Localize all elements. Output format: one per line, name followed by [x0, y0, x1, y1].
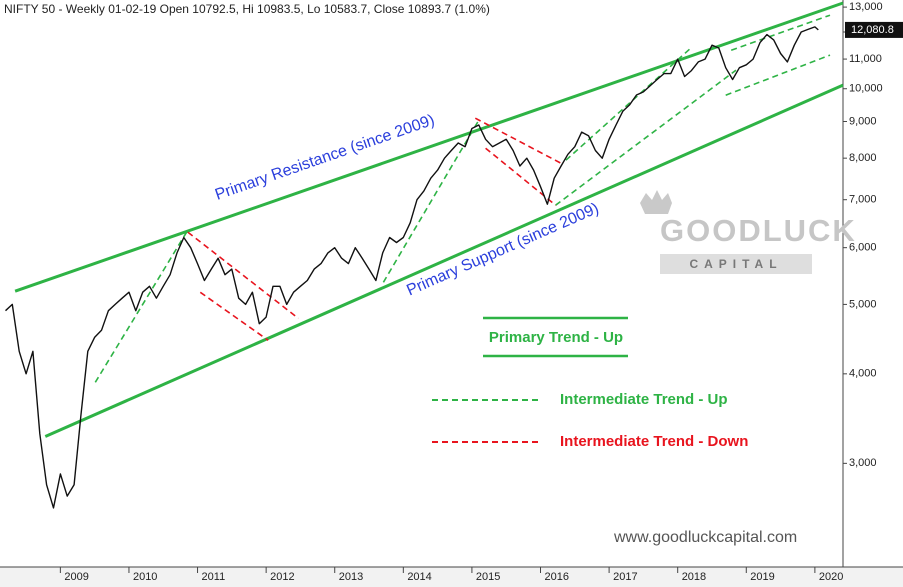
x-tick-label: 2016 — [545, 571, 569, 583]
trendline — [14, 1, 844, 293]
y-tick-label: 4,000 — [849, 368, 877, 380]
trendline — [474, 117, 562, 165]
trendline — [382, 119, 480, 283]
x-tick-label: 2019 — [750, 571, 774, 583]
x-tick-label: 2020 — [819, 571, 843, 583]
watermark-tagline: CAPITAL — [689, 257, 782, 271]
trendline-label: Primary Support (since 2009) — [404, 200, 601, 299]
chart-title: NIFTY 50 - Weekly 01-02-19 Open 10792.5,… — [4, 2, 490, 16]
y-tick-label: 5,000 — [849, 298, 877, 310]
trendline — [555, 69, 737, 206]
trendline-label: Primary Resistance (since 2009) — [213, 112, 437, 204]
price-line — [5, 26, 819, 509]
y-tick-label: 6,000 — [849, 242, 877, 254]
x-tick-label: 2012 — [270, 571, 294, 583]
trendline — [725, 54, 831, 96]
y-tick-label: 13,000 — [849, 1, 883, 13]
y-tick-label: 11,000 — [849, 53, 882, 65]
x-tick-label: 2011 — [202, 571, 226, 583]
y-tick-label: 8,000 — [849, 152, 877, 164]
trendline — [44, 83, 844, 438]
trendline — [565, 47, 692, 161]
trendline — [187, 231, 299, 320]
trendline — [199, 291, 269, 341]
legend-label: Intermediate Trend - Up — [560, 391, 728, 408]
crown-icon — [640, 190, 672, 214]
x-tick-label: 2018 — [682, 571, 706, 583]
y-tick-label: 7,000 — [849, 194, 877, 206]
x-tick-label: 2013 — [339, 571, 363, 583]
legend-label: Primary Trend - Up — [489, 329, 623, 346]
trendline — [730, 14, 831, 51]
x-tick-label: 2017 — [613, 571, 637, 583]
last-price-box — [845, 21, 903, 38]
y-tick-label: 10,000 — [849, 83, 883, 95]
x-tick-label: 2014 — [407, 571, 431, 583]
x-tick-label: 2010 — [133, 571, 157, 583]
y-tick-label: 9,000 — [849, 115, 877, 127]
x-tick-label: 2015 — [476, 571, 500, 583]
y-tick-label: 3,000 — [849, 457, 877, 469]
last-price-label: 12,080.8 — [851, 24, 894, 36]
watermark-box — [660, 254, 812, 274]
watermark-url: www.goodluckcapital.com — [613, 529, 797, 546]
trendline — [94, 231, 188, 383]
watermark-brand: GOODLUCK — [660, 213, 857, 248]
watermark: GOODLUCK CAPITAL www.goodluckcapital.com — [613, 190, 857, 546]
x-tick-label: 2009 — [64, 571, 88, 583]
legend-label: Intermediate Trend - Down — [560, 433, 748, 450]
